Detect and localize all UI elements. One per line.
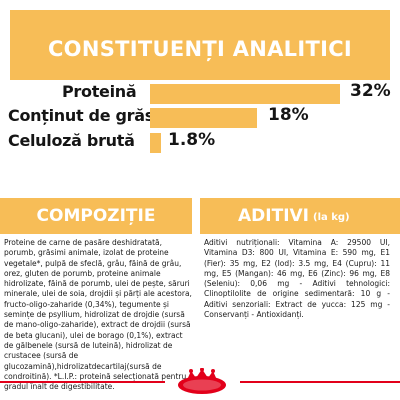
analytics-label: Proteină [62, 82, 137, 101]
analytics-value: 1.8% [168, 130, 216, 150]
composition-header: COMPOZIȚIE [0, 198, 192, 234]
divider-line [0, 381, 165, 383]
analytics-row-protein: Proteină 32% [0, 81, 400, 104]
analytics-title: CONSTITUENȚI ANALITICI [47, 37, 353, 61]
analytics-bar [150, 133, 161, 153]
divider-line [240, 381, 400, 383]
analytics-bar [150, 84, 340, 104]
analytics-label: Conținut de grăsimi [8, 106, 181, 125]
additives-title: ADITIVI [238, 206, 309, 226]
additives-text: Aditivi nutriționali: Vitamina A: 29500 … [204, 238, 390, 320]
analytics-row-fat: Conținut de grăsimi 18% [0, 105, 400, 128]
analytics-value: 18% [268, 105, 309, 125]
additives-subtitle: (la kg) [313, 212, 350, 223]
analytics-banner: CONSTITUENȚI ANALITICI [10, 10, 390, 80]
royal-canin-logo-icon [178, 368, 226, 394]
analytics-bar [150, 108, 257, 128]
analytics-value: 32% [350, 81, 391, 101]
analytics-label: Celuloză brută [8, 131, 135, 150]
analytics-row-fiber: Celuloză brută 1.8% [0, 130, 400, 153]
additives-header: ADITIVI (la kg) [200, 198, 400, 234]
composition-text: Proteine de carne de pasăre deshidratată… [4, 238, 192, 392]
composition-title: COMPOZIȚIE [36, 206, 156, 226]
